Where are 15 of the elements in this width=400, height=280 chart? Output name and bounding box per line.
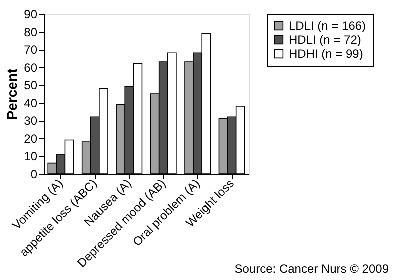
y-axis-title: Percent bbox=[4, 68, 20, 120]
y-tick-label: 50 bbox=[24, 78, 38, 93]
legend-label: LDLI (n = 166) bbox=[289, 19, 366, 33]
y-tick-label: 10 bbox=[24, 150, 38, 164]
y-tick-label: 70 bbox=[24, 43, 38, 58]
legend-label: HDHI (n = 99) bbox=[289, 47, 364, 61]
legend-label: HDLI (n = 72) bbox=[289, 33, 362, 47]
y-tick-label: 0 bbox=[30, 168, 38, 182]
source-note: Source: Cancer Nurs © 2009 bbox=[234, 262, 390, 276]
y-tick-label: 60 bbox=[24, 60, 38, 75]
y-tick-label: 40 bbox=[24, 96, 38, 110]
y-tick-label: 20 bbox=[24, 132, 38, 146]
y-tick-label: 80 bbox=[24, 25, 38, 40]
y-tick-label: 90 bbox=[24, 8, 38, 22]
y-tick-label: 30 bbox=[24, 114, 38, 128]
